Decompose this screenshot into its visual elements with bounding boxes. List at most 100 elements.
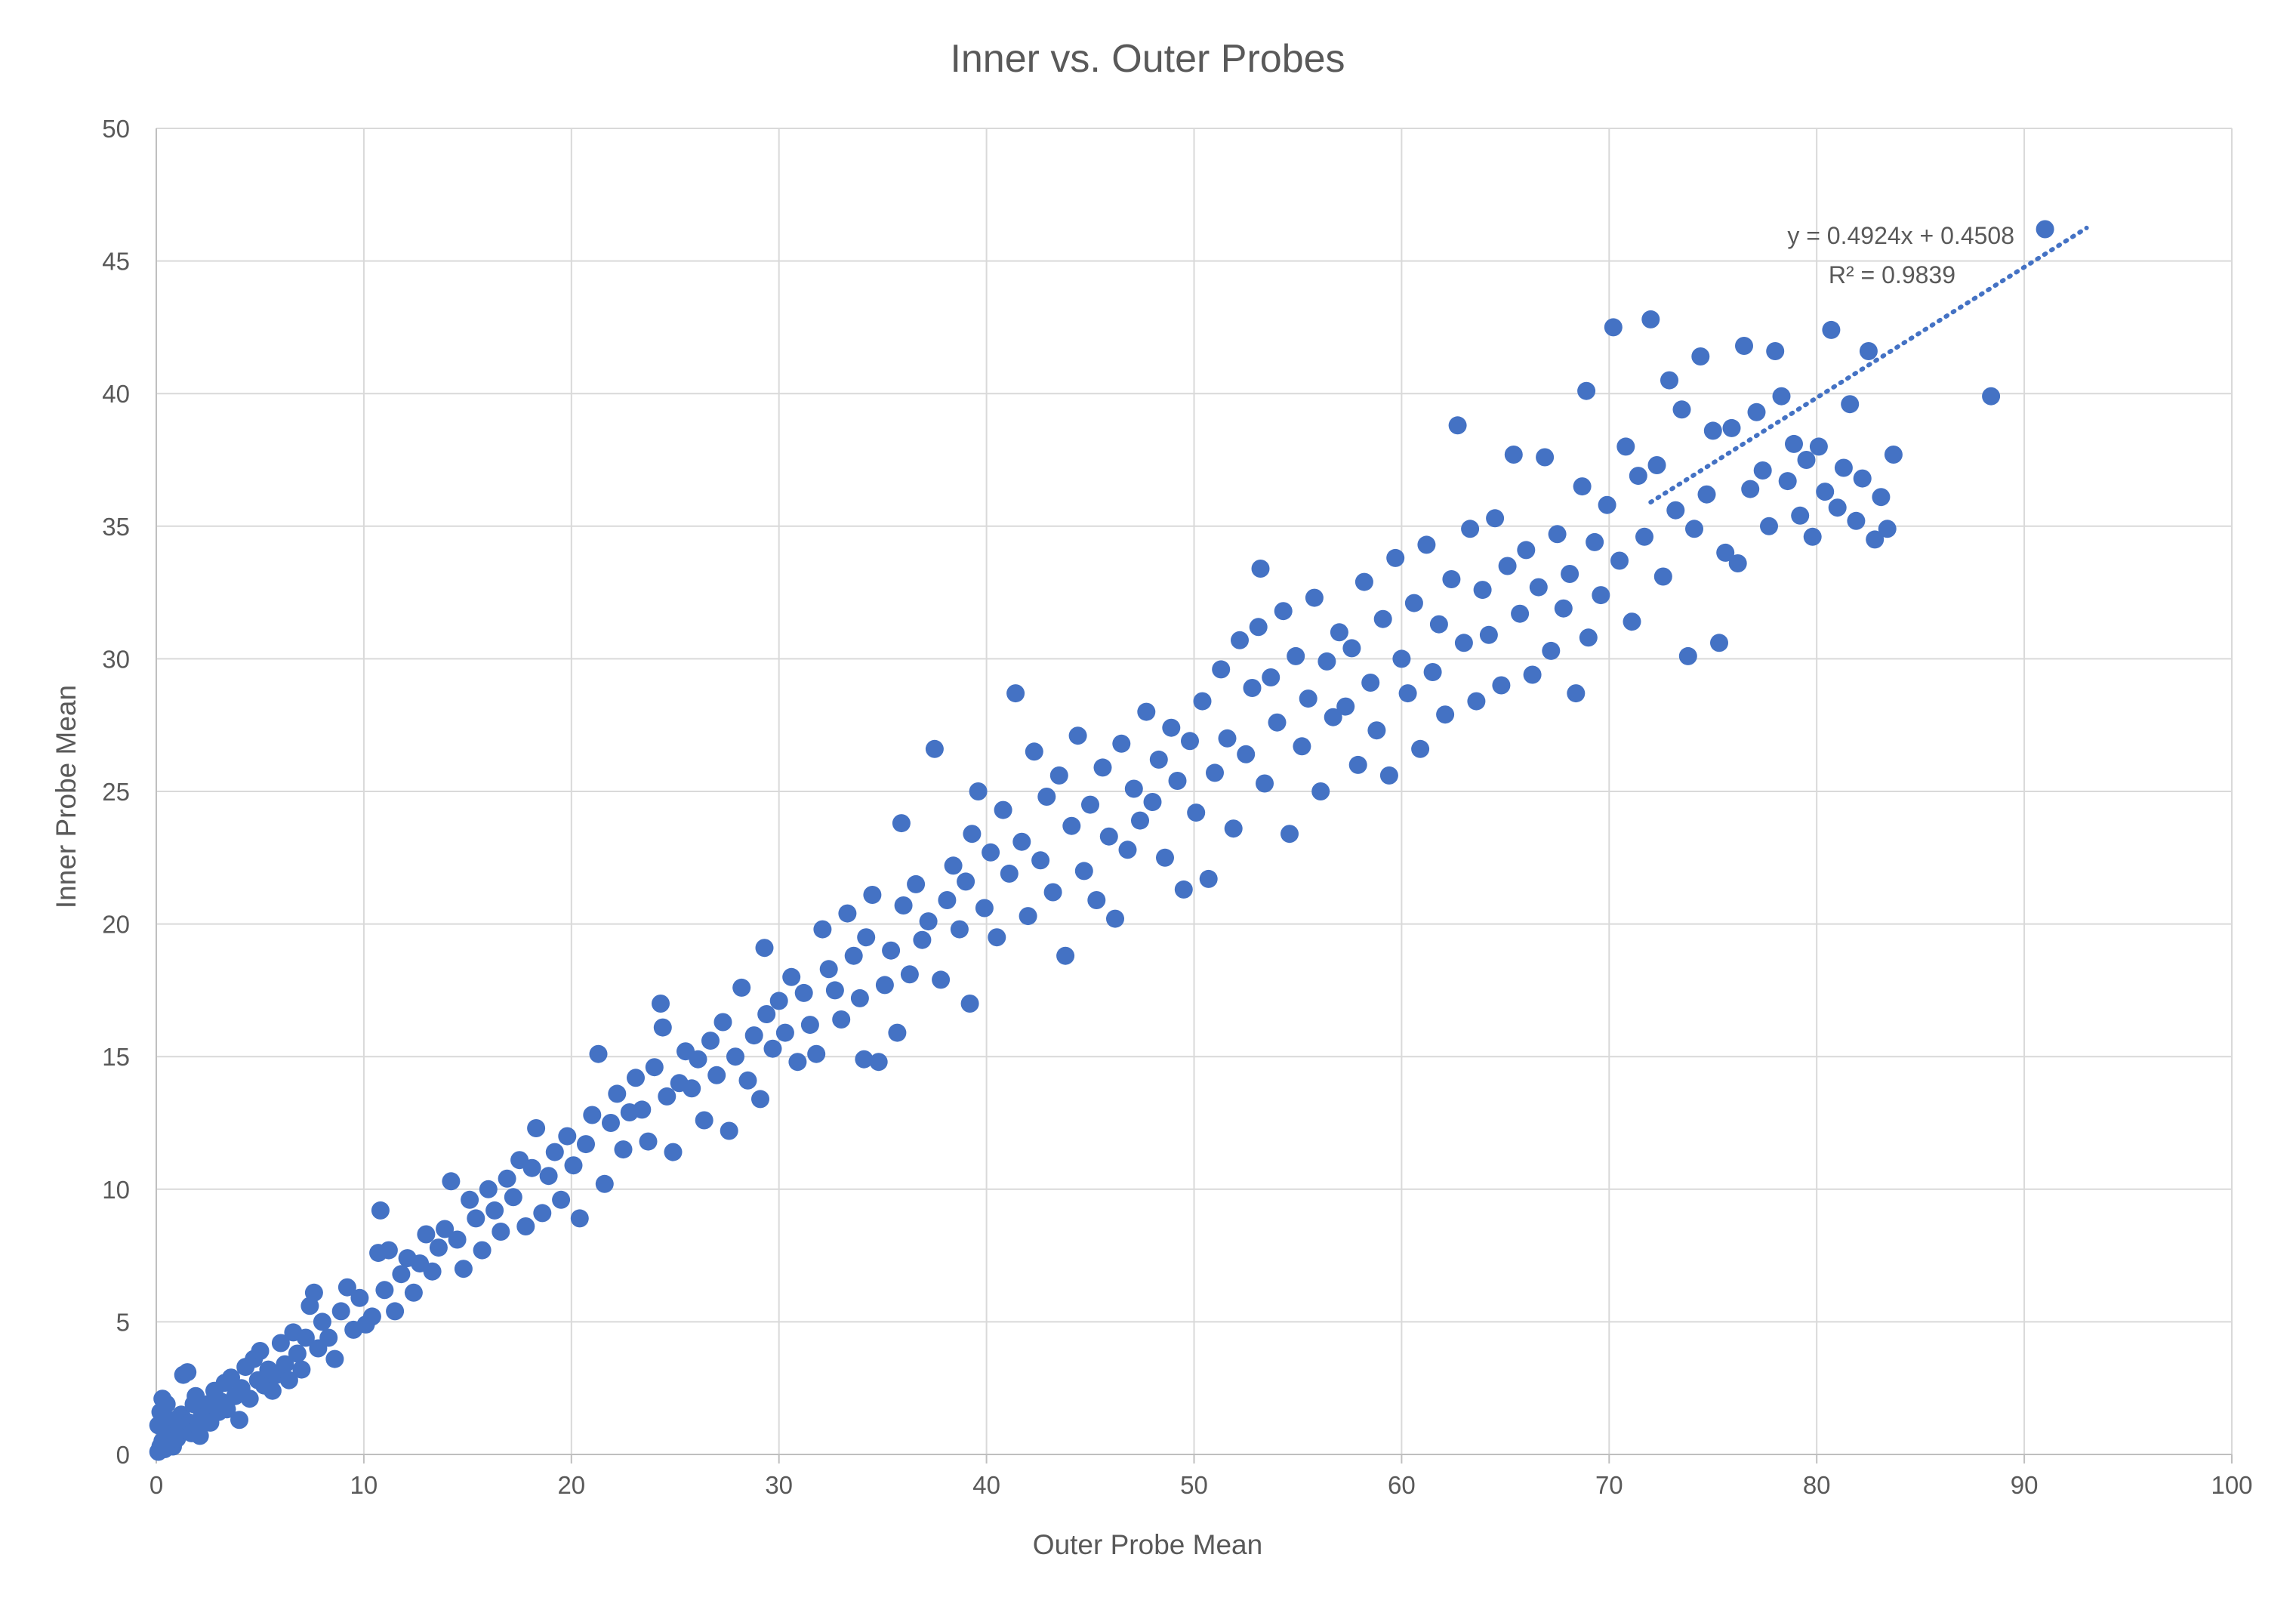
data-point xyxy=(1586,532,1604,551)
data-point xyxy=(1199,869,1218,888)
data-point xyxy=(819,960,838,979)
data-point xyxy=(1156,848,1174,867)
x-tick-label: 90 xyxy=(2011,1471,2039,1499)
data-point xyxy=(1878,520,1897,538)
data-point xyxy=(313,1312,331,1331)
data-point xyxy=(1504,446,1523,464)
data-point xyxy=(1193,692,1212,711)
y-tick-label: 40 xyxy=(102,380,130,408)
data-point xyxy=(1803,527,1822,546)
data-point xyxy=(1841,395,1860,414)
data-point xyxy=(522,1158,541,1177)
data-point xyxy=(1006,684,1025,703)
data-point xyxy=(882,941,901,960)
data-point xyxy=(362,1307,381,1326)
data-point xyxy=(957,872,975,891)
data-point xyxy=(1237,745,1256,763)
data-point xyxy=(1049,766,1068,785)
data-point xyxy=(157,1395,176,1414)
data-point xyxy=(1703,421,1722,440)
data-point xyxy=(838,904,857,923)
data-point xyxy=(825,981,844,1000)
data-point xyxy=(695,1111,713,1130)
data-point xyxy=(1398,684,1417,703)
data-point xyxy=(1112,734,1131,753)
data-point xyxy=(1181,732,1199,751)
data-point xyxy=(1834,458,1853,477)
data-point xyxy=(1479,625,1498,644)
data-point xyxy=(1778,472,1797,491)
data-point xyxy=(454,1260,473,1278)
data-point xyxy=(1423,663,1442,681)
data-point xyxy=(337,1278,356,1297)
data-point xyxy=(1573,477,1592,496)
data-point xyxy=(938,891,957,909)
data-point xyxy=(485,1201,504,1220)
data-point xyxy=(1411,739,1430,758)
data-point xyxy=(1287,646,1305,665)
x-tick-label: 60 xyxy=(1388,1471,1416,1499)
data-point xyxy=(1635,527,1653,546)
data-point xyxy=(1666,501,1685,520)
data-point xyxy=(614,1140,633,1159)
data-point xyxy=(919,912,938,931)
trendline-equation: y = 0.4924x + 0.4508 xyxy=(1787,222,2014,249)
data-point xyxy=(1251,560,1270,578)
data-point xyxy=(1187,803,1206,822)
data-point xyxy=(2036,220,2054,239)
data-point xyxy=(325,1349,344,1368)
data-point xyxy=(863,886,882,904)
data-points xyxy=(149,220,2054,1461)
data-point xyxy=(1828,498,1847,517)
y-tick-label: 30 xyxy=(102,645,130,673)
data-point xyxy=(230,1411,248,1430)
trendline-group xyxy=(1648,225,2089,505)
data-point xyxy=(757,1005,776,1023)
data-point xyxy=(855,1050,874,1069)
data-point xyxy=(1741,480,1760,498)
x-tick-label: 0 xyxy=(149,1471,163,1499)
data-point xyxy=(1417,535,1436,554)
data-point xyxy=(1348,755,1367,774)
data-point xyxy=(429,1238,448,1257)
data-point xyxy=(371,1201,390,1220)
data-point xyxy=(794,983,813,1002)
data-point xyxy=(467,1209,485,1228)
data-point xyxy=(963,825,982,844)
data-point xyxy=(1672,400,1691,419)
data-point xyxy=(782,967,801,986)
data-point xyxy=(608,1084,627,1103)
data-point xyxy=(319,1328,338,1347)
data-point xyxy=(639,1132,658,1151)
data-point xyxy=(1598,495,1616,514)
tick-labels: 0 10 20 30 40 50 60 70 80 90 100 0 5 10 15 20 25 30 35 40 45… xyxy=(102,115,2252,1499)
data-point xyxy=(1859,342,1878,360)
axes xyxy=(156,128,2233,1463)
data-point xyxy=(1268,713,1287,732)
data-point xyxy=(1853,469,1872,488)
data-point xyxy=(1678,646,1697,665)
x-tick-label: 50 xyxy=(1180,1471,1208,1499)
data-point xyxy=(850,989,869,1007)
data-point xyxy=(888,1023,907,1042)
data-point xyxy=(1224,819,1243,838)
data-point xyxy=(583,1106,602,1124)
data-point xyxy=(800,1016,819,1035)
data-point xyxy=(1318,652,1336,671)
data-point xyxy=(975,899,994,918)
data-point xyxy=(1206,763,1224,782)
data-point xyxy=(707,1066,726,1084)
data-point xyxy=(1361,674,1380,692)
data-point xyxy=(894,896,913,914)
data-point xyxy=(1000,864,1019,883)
data-point xyxy=(1629,467,1647,486)
data-point xyxy=(564,1156,583,1175)
data-point xyxy=(595,1174,614,1193)
data-point xyxy=(1012,832,1031,851)
data-point xyxy=(1448,416,1467,435)
data-point xyxy=(1772,387,1791,406)
data-point xyxy=(1099,827,1118,846)
data-point xyxy=(1498,557,1517,575)
data-point xyxy=(1149,750,1168,769)
